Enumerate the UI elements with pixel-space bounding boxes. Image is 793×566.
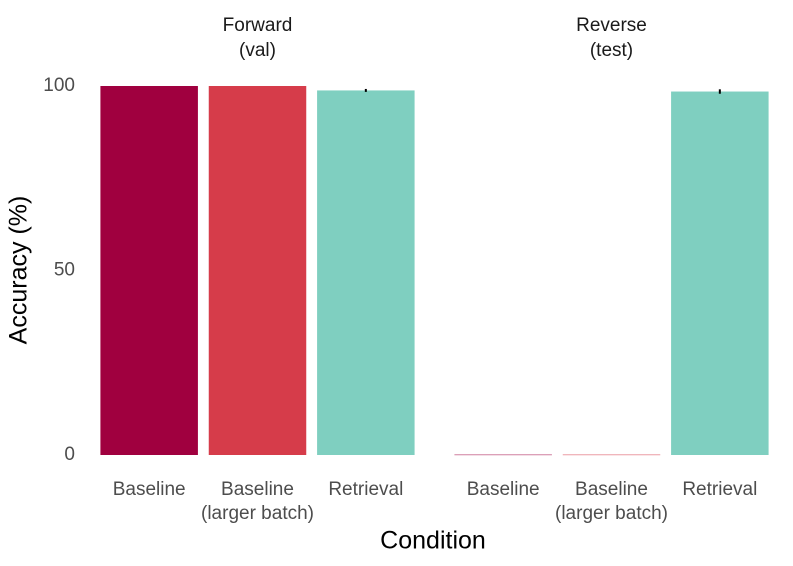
x-tick-label: Baseline bbox=[221, 479, 294, 500]
x-tick-label: (larger batch) bbox=[555, 503, 668, 524]
x-tick-label: Baseline bbox=[467, 479, 540, 500]
y-tick-label: 50 bbox=[54, 260, 75, 281]
facet-title: (test) bbox=[590, 40, 633, 61]
bar bbox=[562, 454, 661, 456]
x-tick-label: Baseline bbox=[575, 479, 648, 500]
facet-title: Forward bbox=[223, 15, 293, 36]
x-axis-label: Condition bbox=[380, 527, 486, 555]
x-tick-label: Retrieval bbox=[682, 479, 757, 500]
y-axis-label: Accuracy (%) bbox=[5, 196, 33, 345]
x-tick-label: Retrieval bbox=[328, 479, 403, 500]
x-tick-label: Baseline bbox=[113, 479, 186, 500]
facet-title: Reverse bbox=[576, 15, 647, 36]
bar bbox=[100, 86, 198, 455]
bar bbox=[454, 454, 552, 456]
facet-title: (val) bbox=[239, 40, 276, 61]
bar bbox=[208, 86, 307, 455]
bar bbox=[671, 91, 769, 455]
y-tick-label: 0 bbox=[64, 444, 75, 465]
y-tick-label: 100 bbox=[43, 75, 75, 96]
bar bbox=[317, 90, 415, 455]
x-tick-label: (larger batch) bbox=[201, 503, 314, 524]
